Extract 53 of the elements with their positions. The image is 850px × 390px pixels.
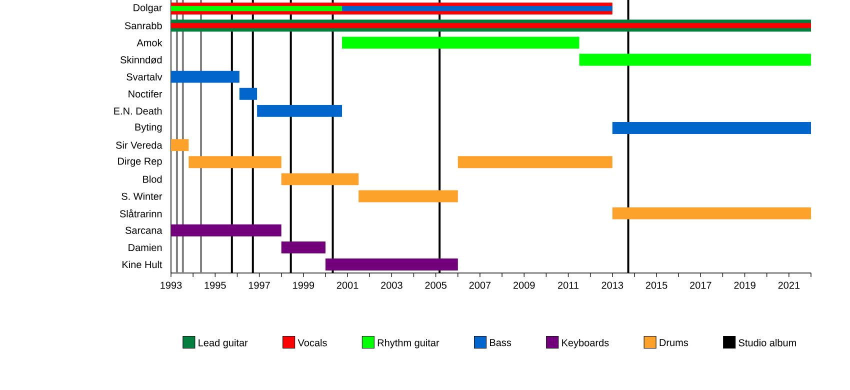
x-tick-label: 2001 [336,282,358,289]
x-tick-label: 2003 [381,282,402,289]
y-tick-label: Sir Vereda [116,141,162,149]
x-tick-label: 2007 [469,282,491,289]
y-tick-label: Blod [143,176,162,183]
y-tick-label: Svartalv [126,73,162,80]
bar [281,241,326,254]
y-tick-label: Sanrabb [124,22,162,30]
bar [171,70,240,83]
bar [458,156,612,168]
bar [188,156,282,168]
y-tick-label: Noctifer [128,90,162,98]
y-tick-label: Skinndød [120,56,162,64]
bar [171,139,189,152]
x-tick-label: 2021 [778,282,800,289]
x-tick-label: 2009 [513,282,535,289]
x-tick-label: 2017 [690,282,712,289]
x-tick-label: 2011 [558,282,579,289]
y-tick-label: Slåtrarinn [120,209,162,218]
x-tick-label: 2005 [425,282,447,289]
bar [342,36,580,49]
x-tick-label: 1993 [160,282,182,289]
legend-label: Vocals [298,338,327,346]
bar [358,190,458,202]
y-tick-label: Dirge Rep [118,157,162,167]
x-tick-label: 1999 [293,282,314,289]
bar [579,54,811,66]
y-tick-label: Kine Hult [122,260,162,268]
legend-label: Bass [490,339,512,346]
x-tick-label: 1995 [204,282,226,289]
legend-label: Lead guitar [198,338,248,348]
bar [325,258,458,270]
bar [171,224,282,236]
x-tick-label: 2015 [646,282,668,289]
bar [612,207,811,220]
legend-label: Drums [660,339,688,346]
x-tick-label: 1997 [248,282,270,289]
bar [257,104,342,117]
legend-label: Keyboards [562,338,609,348]
legend-label: Rhythm guitar [378,338,440,348]
legend-label: Studio album [738,338,796,346]
x-tick-label: 2013 [602,282,624,289]
y-tick-label: Sarcana [126,226,162,234]
bar [239,88,258,100]
y-tick-label: Amok [136,39,162,46]
y-tick-label: Byting [135,123,162,133]
bar [612,122,811,134]
y-tick-label: Dolgar [134,4,162,14]
y-tick-label: Damien [128,244,162,252]
y-tick-label: E.N. Death [114,107,162,115]
x-tick-label: 2019 [734,282,756,289]
bar [281,173,359,186]
y-tick-label: S. Winter [122,192,162,200]
